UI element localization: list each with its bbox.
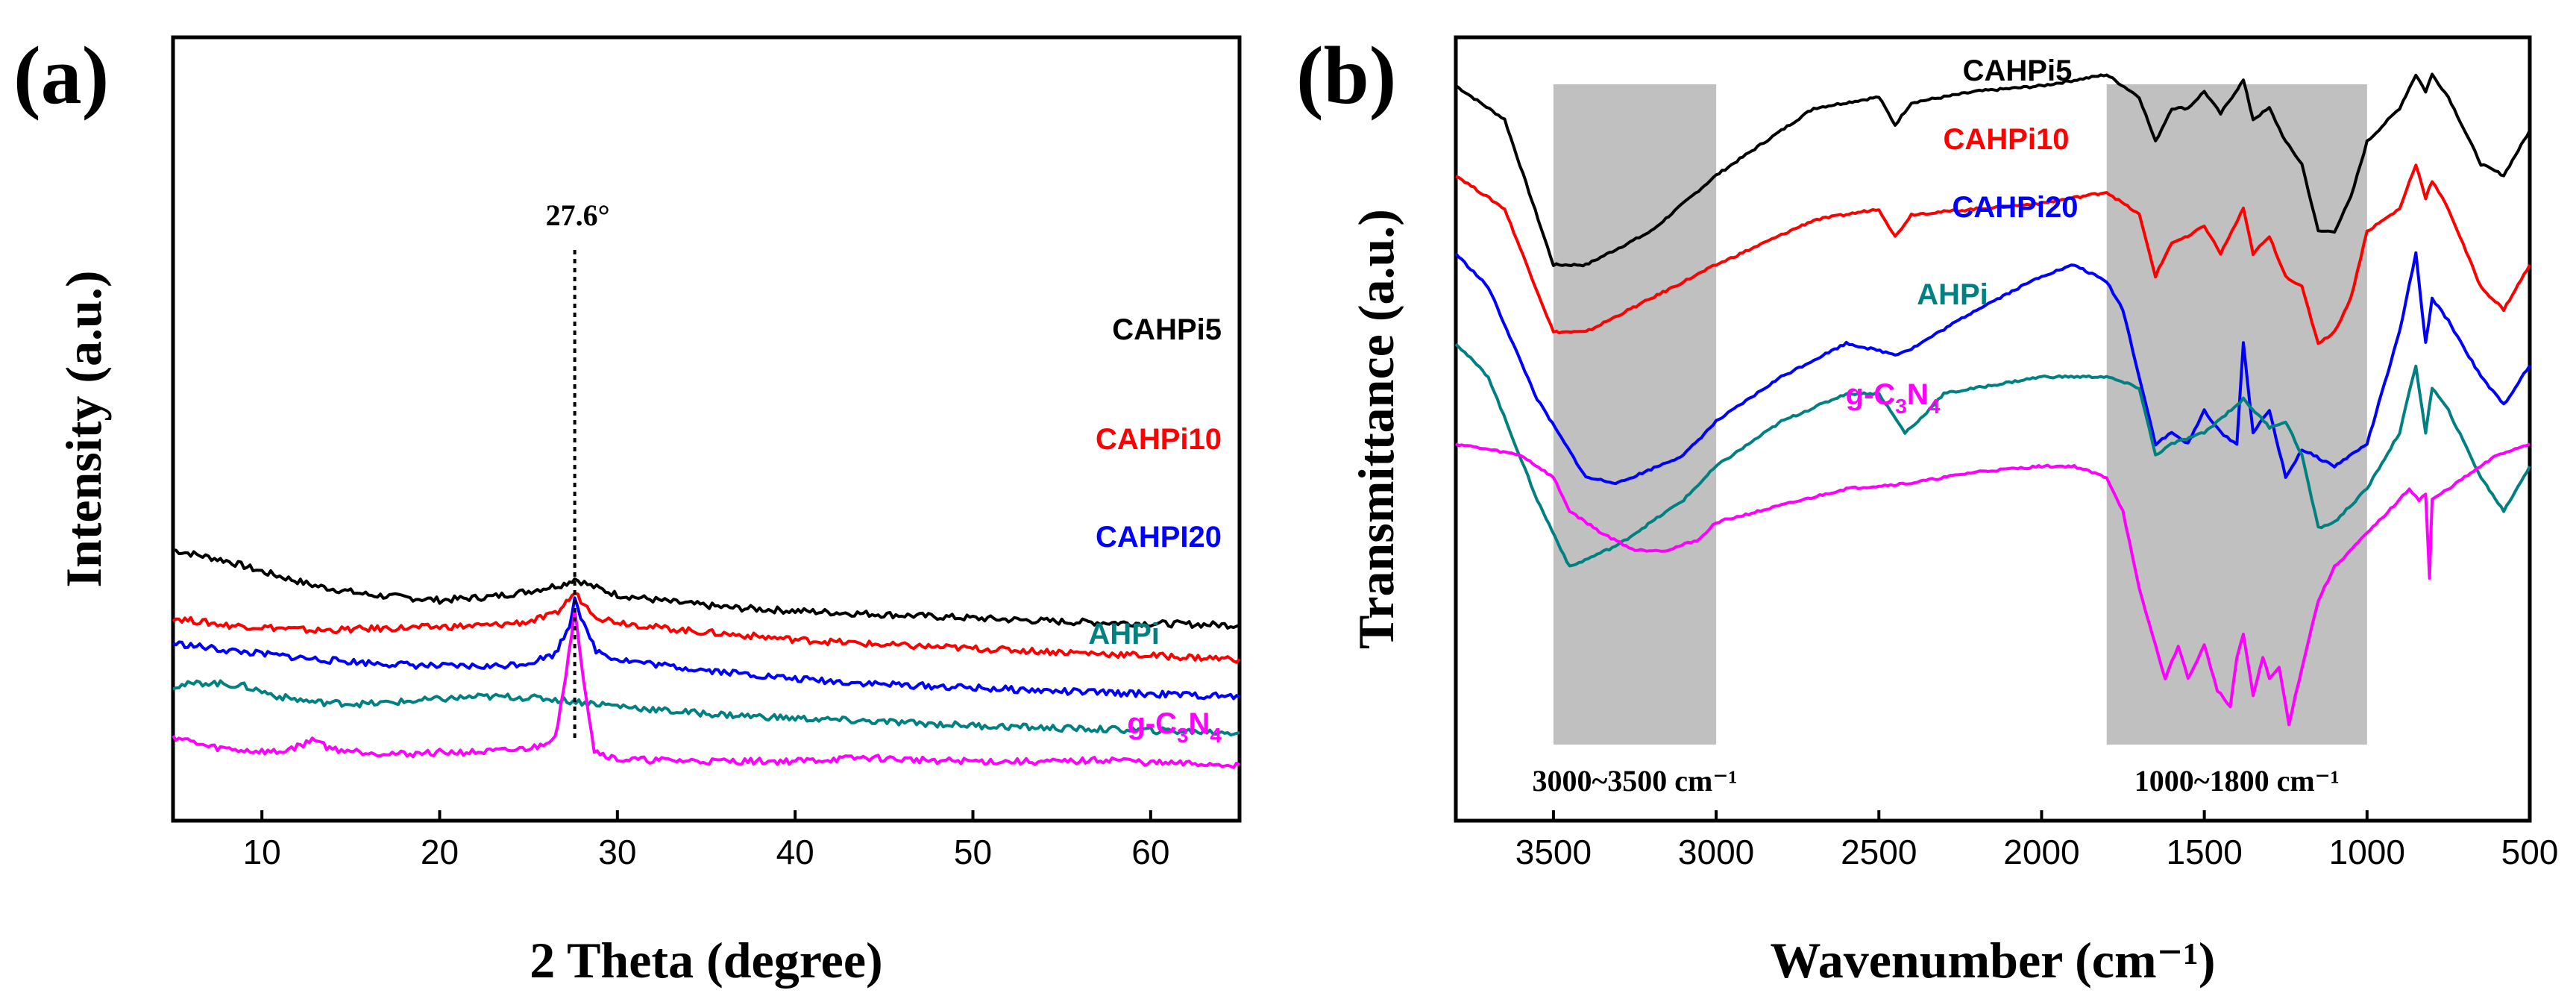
- shade-label-3000-3500: 3000~3500 cm⁻¹: [1533, 764, 1738, 798]
- xrd-series-cahpi20: [172, 596, 1240, 701]
- shaded-region-0: [1553, 84, 1717, 745]
- panel-a: (a) 10 20 30 40 50 60 27.6° CAHPi5 CAHPi10 CA…: [13, 30, 1242, 989]
- xrd-series-cahpi10: [172, 592, 1241, 664]
- xrd-series-ahpi: [172, 679, 1240, 737]
- label-g-c3n4: g-C3N4: [1127, 707, 1222, 747]
- label-cahpi20: CAHPI20: [1096, 521, 1222, 554]
- label-cahpi5-ir: CAHPi5: [1963, 54, 2073, 87]
- label-ahpi: AHPi: [1088, 618, 1160, 651]
- ir-tick-label-1000: 1000: [2329, 833, 2405, 871]
- ir-tick-label-2000: 2000: [2003, 833, 2079, 871]
- panel-b-plot-frame: [1454, 35, 2532, 823]
- panel-b: (b) 3500 3000 2500 2000 1500 1000 500 CAHPi5 C…: [1296, 30, 2558, 989]
- panel-a-plot-frame: [171, 35, 1242, 823]
- ir-series-ahpi: [1454, 342, 2531, 568]
- label-cahpi5: CAHPi5: [1112, 313, 1222, 346]
- ir-tick-label-3500: 3500: [1515, 833, 1592, 871]
- panel-a-letter: (a): [13, 30, 109, 121]
- xrd-tick-label-50: 50: [954, 833, 992, 871]
- xrd-tick-label-20: 20: [421, 833, 459, 871]
- label-cahpi10-ir: CAHPi10: [1944, 123, 2070, 156]
- label-cahpi10: CAHPi10: [1096, 423, 1222, 456]
- panel-b-y-axis-title: Transmittance (a.u.): [1348, 209, 1404, 649]
- label-cahpi20-ir: CAHPi20: [1953, 191, 2079, 224]
- panel-b-x-axis-title: Wavenumber (cm⁻¹): [1770, 932, 2215, 989]
- xrd-tick-label-40: 40: [776, 833, 814, 871]
- xrd-series-cahpi5: [172, 548, 1240, 630]
- panel-b-shaded-regions: [1553, 84, 2367, 745]
- ir-tick-label-1500: 1500: [2166, 833, 2242, 871]
- xrd-tick-label-10: 10: [243, 833, 281, 871]
- panel-a-x-ticks: 10 20 30 40 50 60: [243, 810, 1169, 871]
- xrd-tick-label-60: 60: [1131, 833, 1169, 871]
- ir-series-cahpi5: [1454, 72, 2531, 268]
- shade-label-1000-1800: 1000~1800 cm⁻¹: [2134, 764, 2340, 798]
- ir-tick-label-500: 500: [2501, 833, 2559, 871]
- ir-series-cahpi20: [1454, 251, 2531, 486]
- xrd-tick-label-30: 30: [598, 833, 636, 871]
- panel-b-x-ticks: 3500 3000 2500 2000 1500 1000 500: [1515, 810, 2559, 871]
- label-ahpi-ir: AHPi: [1917, 278, 1988, 311]
- panel-b-traces: [1454, 72, 2531, 727]
- shaded-region-1: [2106, 84, 2367, 745]
- panel-a-traces: [172, 548, 1241, 769]
- panel-b-letter: (b): [1296, 30, 1396, 121]
- peak-marker-label: 27.6°: [546, 198, 610, 232]
- ir-series-cahpi10: [1455, 163, 2531, 345]
- ir-series-g-c-n: [1455, 442, 2531, 727]
- ir-tick-label-3000: 3000: [1678, 833, 1754, 871]
- panel-a-x-axis-title: 2 Theta (degree): [530, 932, 882, 989]
- xrd-series-g-c-n: [172, 608, 1240, 769]
- panel-a-y-axis-title: Intensity (a.u.): [55, 270, 112, 587]
- ir-tick-label-2500: 2500: [1841, 833, 1917, 871]
